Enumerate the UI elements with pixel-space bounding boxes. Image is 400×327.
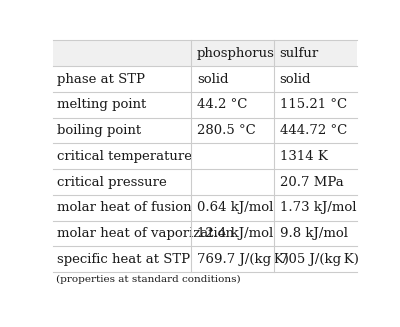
Text: 9.8 kJ/mol: 9.8 kJ/mol bbox=[280, 227, 348, 240]
Text: solid: solid bbox=[197, 73, 228, 86]
Text: 1314 K: 1314 K bbox=[280, 150, 328, 163]
Bar bbox=[53, 221, 357, 247]
Text: specific heat at STP: specific heat at STP bbox=[57, 253, 190, 266]
Text: 115.21 °C: 115.21 °C bbox=[280, 98, 347, 112]
Text: 20.7 MPa: 20.7 MPa bbox=[280, 176, 343, 189]
Text: boiling point: boiling point bbox=[57, 124, 141, 137]
Text: molar heat of vaporization: molar heat of vaporization bbox=[57, 227, 234, 240]
Text: 44.2 °C: 44.2 °C bbox=[197, 98, 247, 112]
Text: 769.7 J/(kg K): 769.7 J/(kg K) bbox=[197, 253, 289, 266]
Text: phase at STP: phase at STP bbox=[57, 73, 145, 86]
Bar bbox=[53, 118, 357, 144]
Bar bbox=[53, 195, 357, 221]
Text: 444.72 °C: 444.72 °C bbox=[280, 124, 347, 137]
Text: (properties at standard conditions): (properties at standard conditions) bbox=[56, 275, 241, 284]
Text: phosphorus: phosphorus bbox=[197, 47, 275, 60]
Text: molar heat of fusion: molar heat of fusion bbox=[57, 201, 192, 214]
Bar bbox=[53, 92, 357, 118]
Text: critical temperature: critical temperature bbox=[57, 150, 192, 163]
Text: 0.64 kJ/mol: 0.64 kJ/mol bbox=[197, 201, 273, 214]
Bar bbox=[53, 247, 357, 272]
Bar bbox=[53, 41, 357, 66]
Text: critical pressure: critical pressure bbox=[57, 176, 166, 189]
Text: 12.4 kJ/mol: 12.4 kJ/mol bbox=[197, 227, 273, 240]
Bar bbox=[53, 144, 357, 169]
Bar bbox=[53, 66, 357, 92]
Bar bbox=[53, 169, 357, 195]
Text: 705 J/(kg K): 705 J/(kg K) bbox=[280, 253, 358, 266]
Text: melting point: melting point bbox=[57, 98, 146, 112]
Text: 1.73 kJ/mol: 1.73 kJ/mol bbox=[280, 201, 356, 214]
Text: sulfur: sulfur bbox=[280, 47, 319, 60]
Text: solid: solid bbox=[280, 73, 311, 86]
Text: 280.5 °C: 280.5 °C bbox=[197, 124, 256, 137]
